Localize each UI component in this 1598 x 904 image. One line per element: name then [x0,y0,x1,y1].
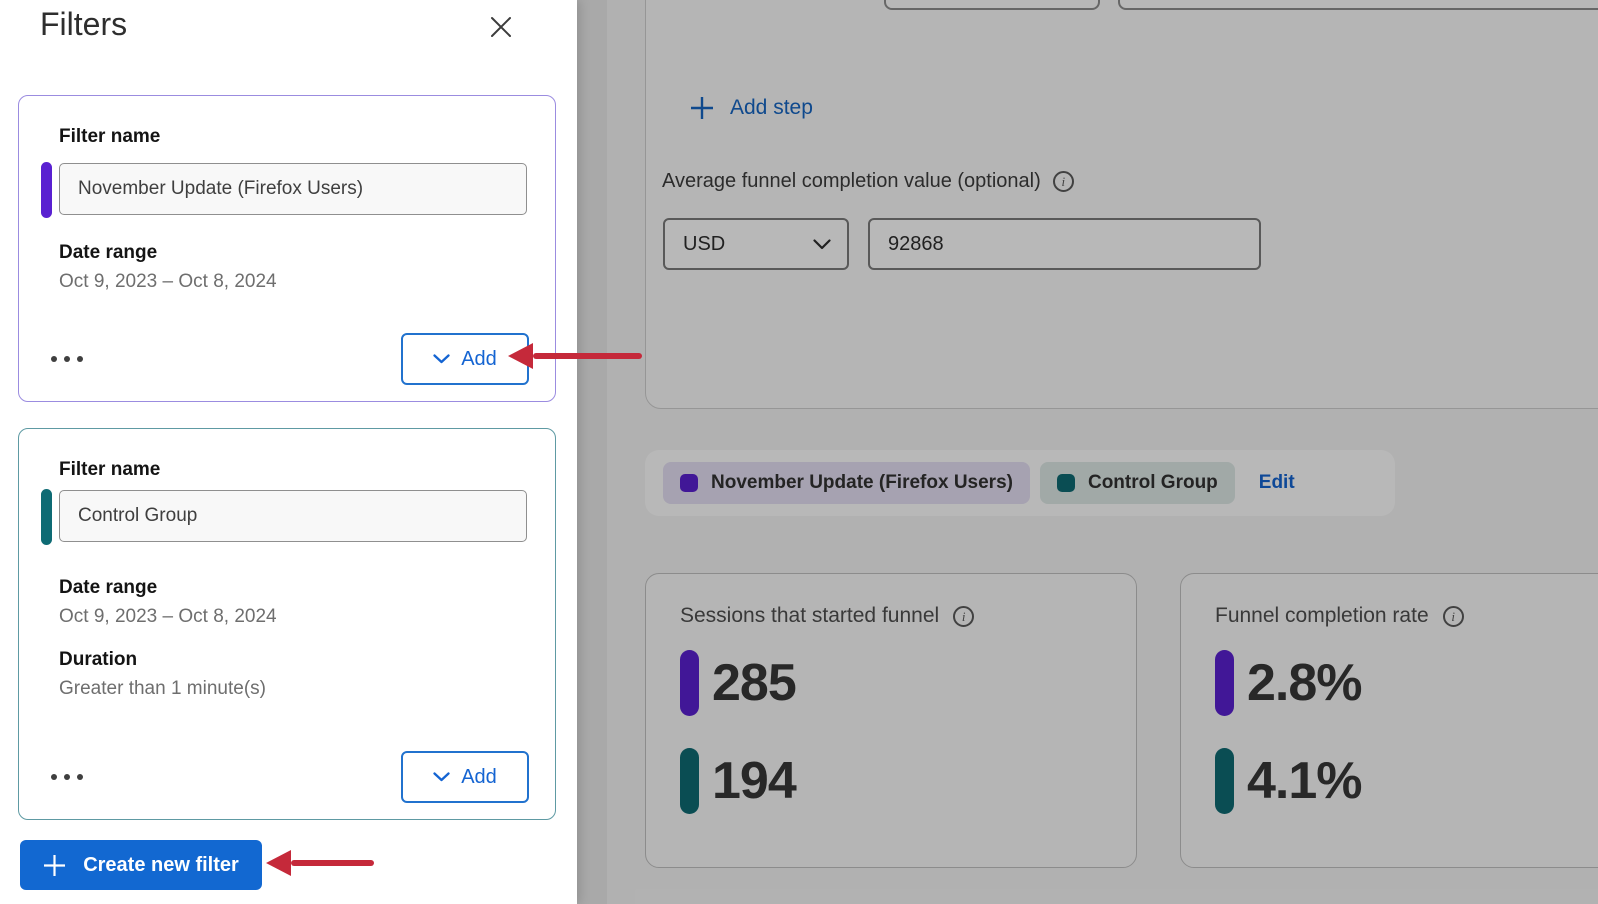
avg-completion-value-label: Average funnel completion value (optiona… [662,170,1041,192]
ellipsis-icon [77,356,83,362]
ellipsis-icon [51,356,57,362]
legend-label: Control Group [1087,472,1218,493]
add-condition-button[interactable]: Add [401,333,529,385]
ellipsis-icon [64,356,70,362]
metric-bar-purple [680,650,699,716]
panel-title: Filters [40,6,128,42]
metric-row: 194 [680,748,1102,814]
annotation-arrow-to-create-button [266,850,374,876]
field-value: Oct 9, 2023 – Oct 8, 2024 [59,606,277,627]
field-value: Greater than 1 minute(s) [59,678,266,699]
filter-color-accent-purple [41,162,52,218]
field-label: Duration [59,649,138,670]
completion-card-title: Funnel completion rate [1215,604,1429,627]
field-label: Date range [59,242,158,263]
currency-select[interactable]: USD [663,218,849,270]
create-button-label: Create new filter [83,853,239,876]
duration-field: Duration Greater than 1 minute(s) [59,649,266,700]
funnel-step-field-wide[interactable] [1118,0,1598,10]
ellipsis-icon [64,774,70,780]
add-step-button[interactable]: Add step [689,88,813,128]
metric-value: 2.8% [1247,654,1363,712]
add-button-label: Add [461,765,497,788]
sessions-card-title: Sessions that started funnel [680,604,940,627]
metric-bar-teal [1215,748,1234,814]
chevron-down-icon [433,354,450,364]
legend-chip-filter-2: Control Group [1039,462,1235,504]
metric-bar-teal [680,748,699,814]
metric-row: 4.1% [1215,748,1598,814]
info-icon[interactable] [1052,171,1074,192]
metric-row: 285 [680,650,1102,716]
filter-name-input[interactable] [59,163,527,215]
metric-value: 285 [712,654,797,712]
sessions-metric-card: Sessions that started funnel 285 194 [645,573,1137,868]
chevron-down-icon [813,238,831,250]
metric-value: 4.1% [1247,752,1363,810]
funnel-form-card [645,0,1598,409]
add-condition-button[interactable]: Add [401,751,529,803]
metric-value: 194 [712,752,797,810]
arrow-head-icon [266,850,291,876]
field-label: Date range [59,577,158,598]
more-options-button[interactable] [49,350,85,368]
chevron-down-icon [433,772,450,782]
filter-legend-bar: November Update (Firefox Users) Control … [645,450,1395,516]
arrow-shaft [533,353,642,359]
plus-icon [689,95,715,121]
field-value: Oct 9, 2023 – Oct 8, 2024 [59,271,277,292]
filter-card-november-update: Filter name Date range Oct 9, 2023 – Oct… [18,95,556,402]
create-new-filter-button[interactable]: Create new filter [20,840,262,890]
plus-icon [43,854,66,877]
date-range-field: Date range Oct 9, 2023 – Oct 8, 2024 [59,577,277,628]
metric-bar-purple [1215,650,1234,716]
filter-name-label: Filter name [59,126,161,147]
info-icon[interactable] [1442,605,1464,627]
annotation-arrow-to-add-button [508,343,642,369]
info-icon[interactable] [953,605,975,627]
filters-panel: Filters Filter name Date range Oct 9, 20… [0,0,577,904]
filter-card-control-group: Filter name Date range Oct 9, 2023 – Oct… [18,428,556,820]
legend-swatch-purple [680,474,698,492]
modal-dim-overlay [577,0,1598,904]
ellipsis-icon [51,774,57,780]
close-panel-button[interactable] [486,12,516,42]
legend-swatch-teal [1056,474,1075,492]
date-range-field: Date range Oct 9, 2023 – Oct 8, 2024 [59,242,277,293]
add-step-label: Add step [730,96,813,119]
close-icon [489,15,513,39]
edit-filters-link[interactable]: Edit [1258,472,1295,493]
filter-name-input[interactable] [59,490,527,542]
currency-select-value: USD [683,232,726,255]
filter-name-label: Filter name [59,459,161,480]
legend-chip-filter-1: November Update (Firefox Users) [663,462,1030,504]
ellipsis-icon [77,774,83,780]
completion-value-input[interactable] [868,218,1261,270]
more-options-button[interactable] [49,768,85,786]
metric-row: 2.8% [1215,650,1598,716]
filter-color-accent-teal [41,489,52,545]
funnel-step-field-small[interactable] [884,0,1100,10]
avg-completion-value-row: Average funnel completion value (optiona… [662,170,1074,193]
arrow-shaft [291,860,374,866]
completion-rate-metric-card: Funnel completion rate 2.8% 4.1% [1180,573,1598,868]
legend-label: November Update (Firefox Users) [711,472,1013,493]
funnel-setup-main: Add step Average funnel completion value… [577,0,1598,904]
add-button-label: Add [461,347,497,370]
arrow-head-icon [508,343,533,369]
